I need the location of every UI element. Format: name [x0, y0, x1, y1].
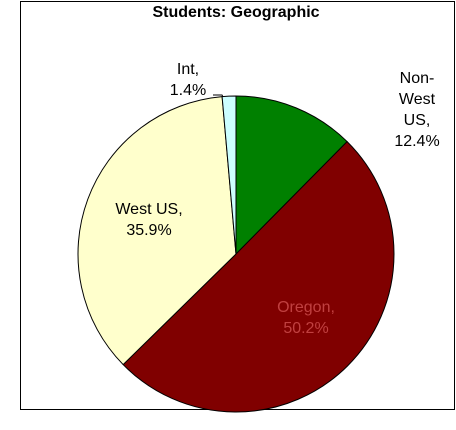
category-label: Oregon, [277, 299, 335, 316]
slice-label: Int, 1.4% [158, 59, 218, 101]
value-label: 12.4% [394, 133, 440, 150]
slice-label: Non-West US, 12.4% [394, 68, 440, 152]
chart-title: Students: Geographic [152, 4, 320, 21]
pie-slice [122, 140, 395, 413]
pie-slice [235, 95, 348, 256]
category-label: Int, [176, 61, 200, 78]
pie-slice [77, 96, 237, 366]
value-label: 35.9% [126, 222, 172, 239]
category-label: West US, [115, 201, 183, 218]
category-label: Non-West US, [398, 70, 436, 129]
slice-label: West US, 35.9% [109, 199, 189, 241]
value-label: 50.2% [283, 320, 329, 337]
value-label: 1.4% [169, 82, 207, 99]
slice-label: Oregon, 50.2% [261, 297, 351, 339]
pie-slice [221, 95, 237, 255]
